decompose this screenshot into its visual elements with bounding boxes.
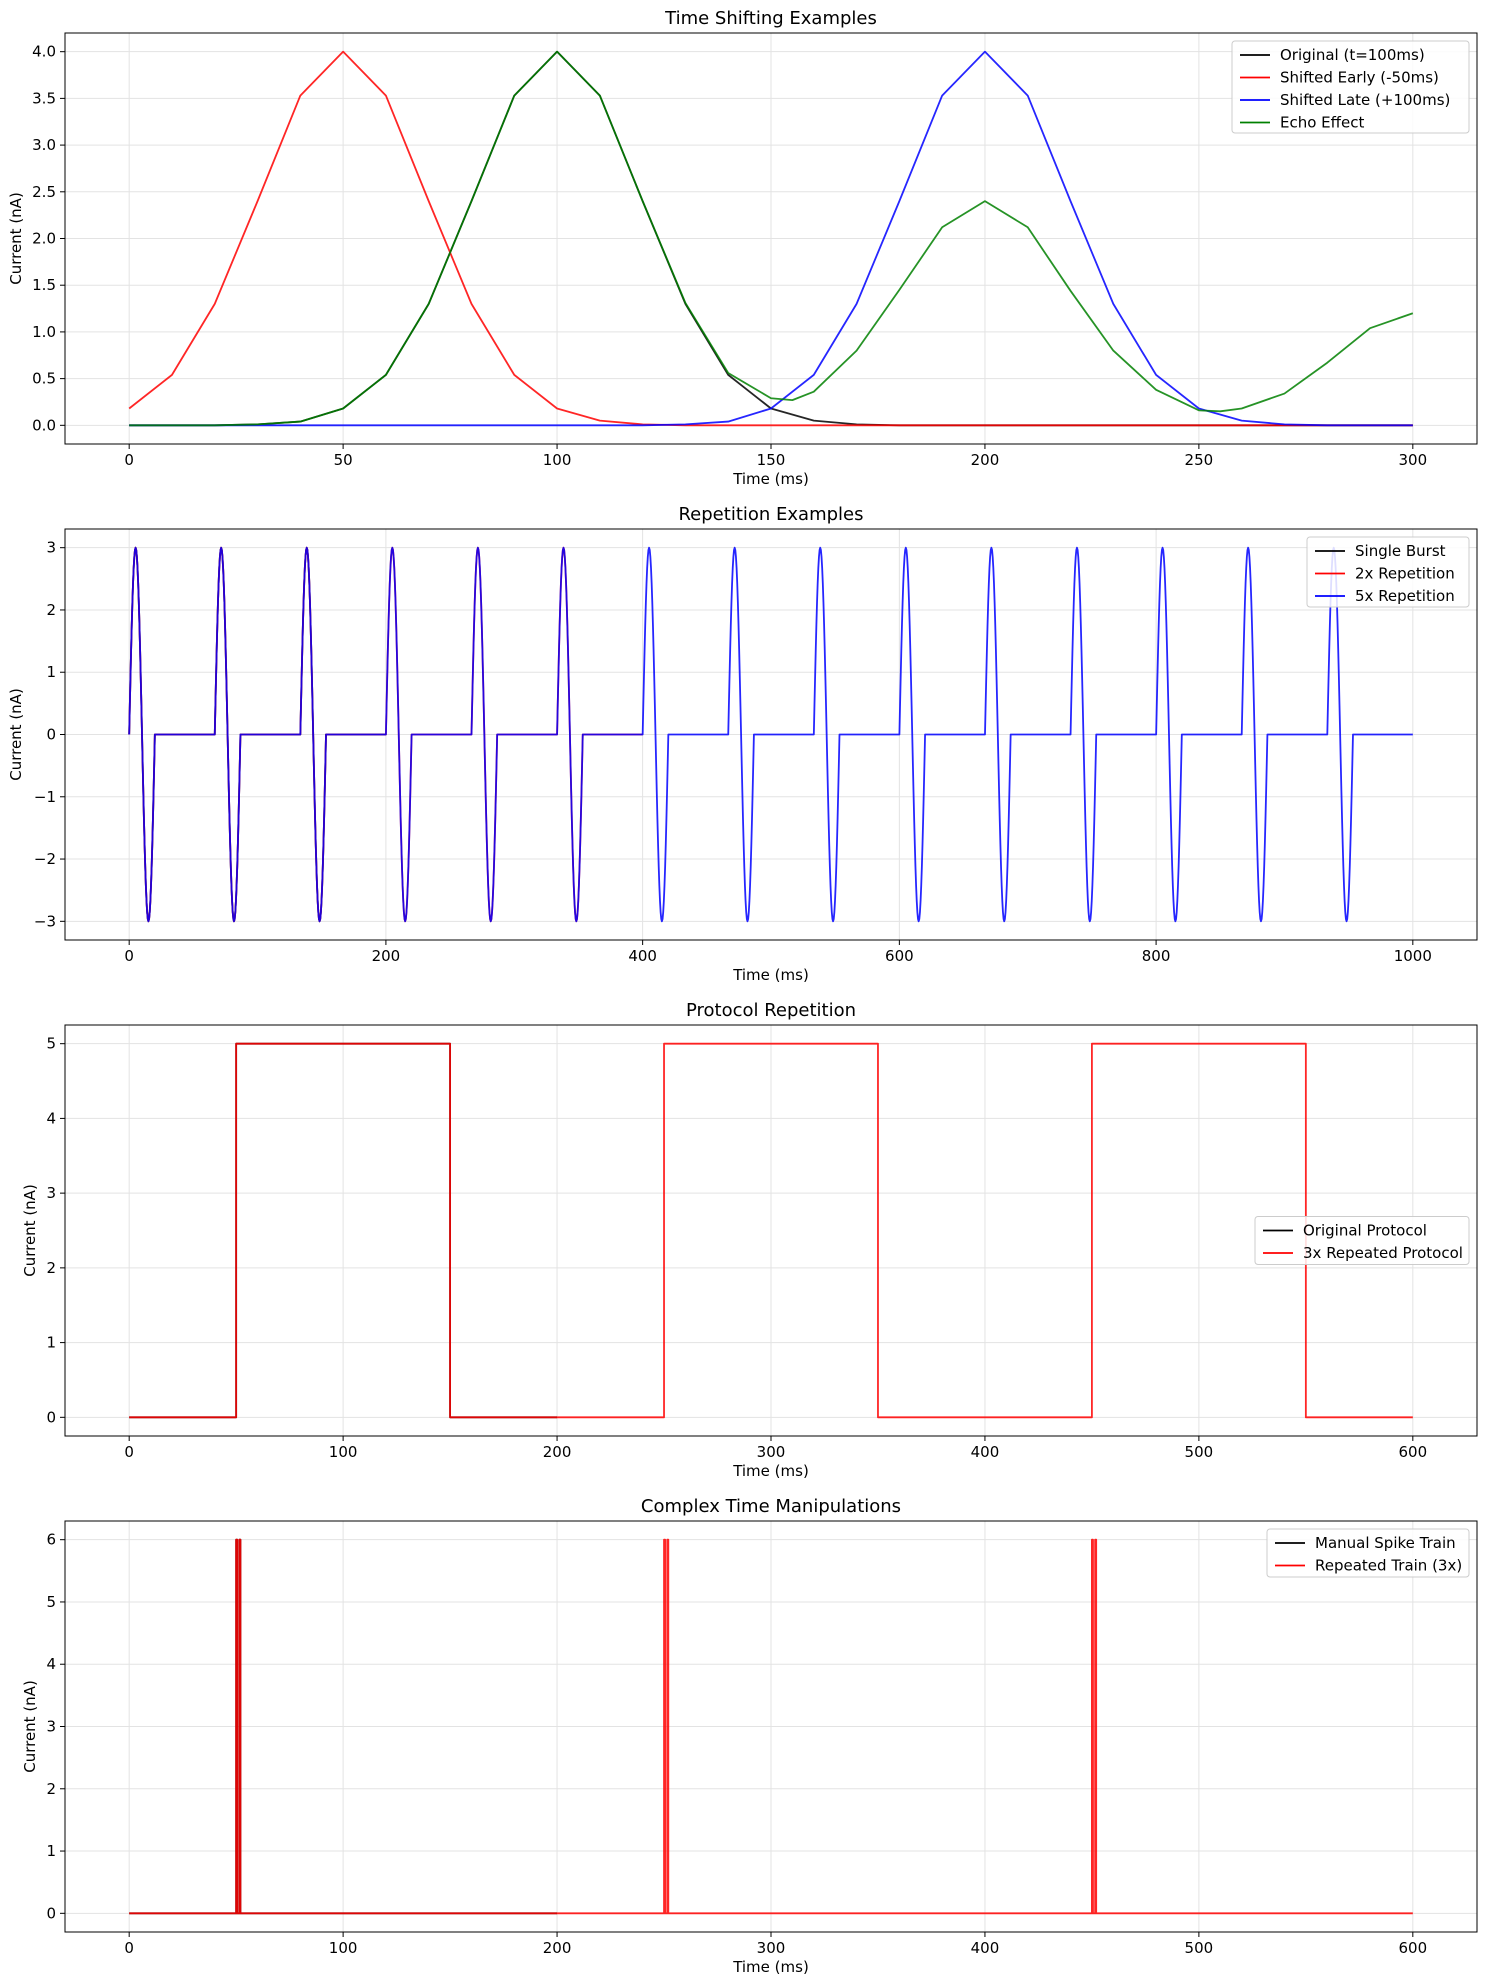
y-tick-label: 0 [46, 1408, 56, 1426]
legend-label: Original Protocol [1303, 1222, 1427, 1240]
x-tick-label: 1000 [1394, 947, 1432, 965]
legend-box [1266, 1528, 1470, 1578]
x-tick-label: 200 [543, 1443, 572, 1461]
x-axis-label: Time (ms) [732, 1958, 809, 1976]
x-tick-label: 100 [543, 451, 572, 469]
legend-box [1306, 536, 1470, 608]
x-tick-label: 600 [885, 947, 914, 965]
y-tick-label: 4 [46, 1109, 56, 1127]
x-tick-label: 200 [543, 1939, 572, 1957]
x-axis-label: Time (ms) [732, 470, 809, 488]
x-tick-label: 200 [971, 451, 1000, 469]
x-tick-label: 250 [1185, 451, 1214, 469]
y-tick-label: −1 [34, 788, 56, 806]
x-tick-label: 800 [1142, 947, 1171, 965]
x-tick-label: 0 [124, 1443, 134, 1461]
y-tick-label: 5 [46, 1035, 56, 1053]
legend-box [1231, 40, 1470, 134]
legend-label: Echo Effect [1280, 114, 1364, 132]
y-axis-label: Current (nA) [21, 1680, 39, 1773]
y-tick-label: 1.5 [32, 276, 56, 294]
legend-label: Shifted Early (-50ms) [1280, 69, 1439, 87]
chart-panel-1: 0 200 400 600 800 1000 −3 −2 −1 0 1 2 3 Repetition Ex… [7, 504, 1478, 984]
x-tick-label: 300 [757, 1443, 786, 1461]
y-tick-label: 3 [46, 1184, 56, 1202]
x-tick-label: 100 [329, 1939, 358, 1957]
x-tick-label: 0 [124, 451, 134, 469]
y-tick-label: 2.0 [32, 230, 56, 248]
legend-label: 2x Repetition [1355, 565, 1455, 583]
y-tick-label: 0 [46, 1904, 56, 1922]
legend-label: Original (t=100ms) [1280, 46, 1425, 64]
x-tick-label: 600 [1398, 1443, 1427, 1461]
legend-label: Manual Spike Train [1315, 1534, 1456, 1552]
series-line-1 [128, 50, 1413, 427]
y-tick-label: 0 [46, 726, 56, 744]
y-tick-label: 1 [46, 1842, 56, 1860]
x-tick-label: 400 [971, 1443, 1000, 1461]
chart-title: Repetition Examples [678, 504, 863, 525]
legend-label: 5x Repetition [1355, 587, 1455, 605]
y-tick-label: 3 [46, 539, 56, 557]
y-tick-label: 2.5 [32, 183, 56, 201]
y-tick-label: 0.5 [32, 370, 56, 388]
y-tick-label: 1 [46, 663, 56, 681]
y-tick-label: −2 [34, 850, 56, 868]
x-tick-label: 100 [329, 1443, 358, 1461]
y-tick-label: 6 [46, 1531, 56, 1549]
y-axis-label: Current (nA) [21, 1184, 39, 1277]
chart-title: Protocol Repetition [686, 1000, 856, 1021]
y-tick-label: 2 [46, 601, 56, 619]
legend-box [1254, 1216, 1470, 1265]
chart-title: Complex Time Manipulations [641, 1496, 901, 1517]
y-axis-label: Current (nA) [7, 688, 25, 781]
y-tick-label: 3 [46, 1718, 56, 1736]
x-tick-label: 500 [1185, 1939, 1214, 1957]
x-tick-label: 400 [628, 947, 657, 965]
x-tick-label: 500 [1185, 1443, 1214, 1461]
chart-panel-3: 0 100 200 300 400 500 600 0 1 2 3 4 5 6 Complex Time M… [21, 1496, 1478, 1976]
x-tick-label: 50 [334, 451, 353, 469]
y-tick-label: 4.0 [32, 43, 56, 61]
x-tick-label: 300 [1398, 451, 1427, 469]
y-tick-label: 2 [46, 1780, 56, 1798]
y-tick-label: 2 [46, 1259, 56, 1277]
series-line-3 [129, 50, 1414, 427]
y-tick-label: 1 [46, 1334, 56, 1352]
y-tick-label: 1.0 [32, 323, 56, 341]
y-tick-label: 0.0 [32, 416, 56, 434]
y-axis-label: Current (nA) [7, 192, 25, 285]
legend-label: 3x Repeated Protocol [1303, 1244, 1463, 1262]
x-tick-label: 150 [757, 451, 786, 469]
series-line-2 [129, 50, 1413, 427]
chart-title: Time Shifting Examples [664, 8, 877, 29]
y-tick-label: 3.0 [32, 136, 56, 154]
x-tick-label: 0 [124, 1939, 134, 1957]
chart-panel-2: 0 100 200 300 400 500 600 0 1 2 3 4 5 Protocol Repeti… [21, 1000, 1478, 1480]
x-tick-label: 300 [757, 1939, 786, 1957]
y-tick-label: 5 [46, 1593, 56, 1611]
x-tick-label: 0 [124, 947, 134, 965]
x-tick-label: 400 [971, 1939, 1000, 1957]
legend-label: Repeated Train (3x) [1315, 1557, 1462, 1575]
legend-label: Single Burst [1355, 542, 1446, 560]
x-axis-label: Time (ms) [732, 1462, 809, 1480]
chart-panel-0: 0 50 100 150 200 250 300 0.0 0.5 1.0 1.5 2.0 2.5 3.0 3… [7, 8, 1478, 488]
y-tick-label: 3.5 [32, 89, 56, 107]
y-tick-label: −3 [34, 912, 56, 930]
x-tick-label: 600 [1398, 1939, 1427, 1957]
y-tick-label: 4 [46, 1655, 56, 1673]
series-line-2 [128, 546, 1413, 923]
legend-label: Shifted Late (+100ms) [1280, 91, 1450, 109]
x-axis-label: Time (ms) [732, 966, 809, 984]
series-line-1 [129, 1042, 1413, 1419]
series-line-1 [129, 1538, 1413, 1915]
x-tick-label: 200 [372, 947, 401, 965]
